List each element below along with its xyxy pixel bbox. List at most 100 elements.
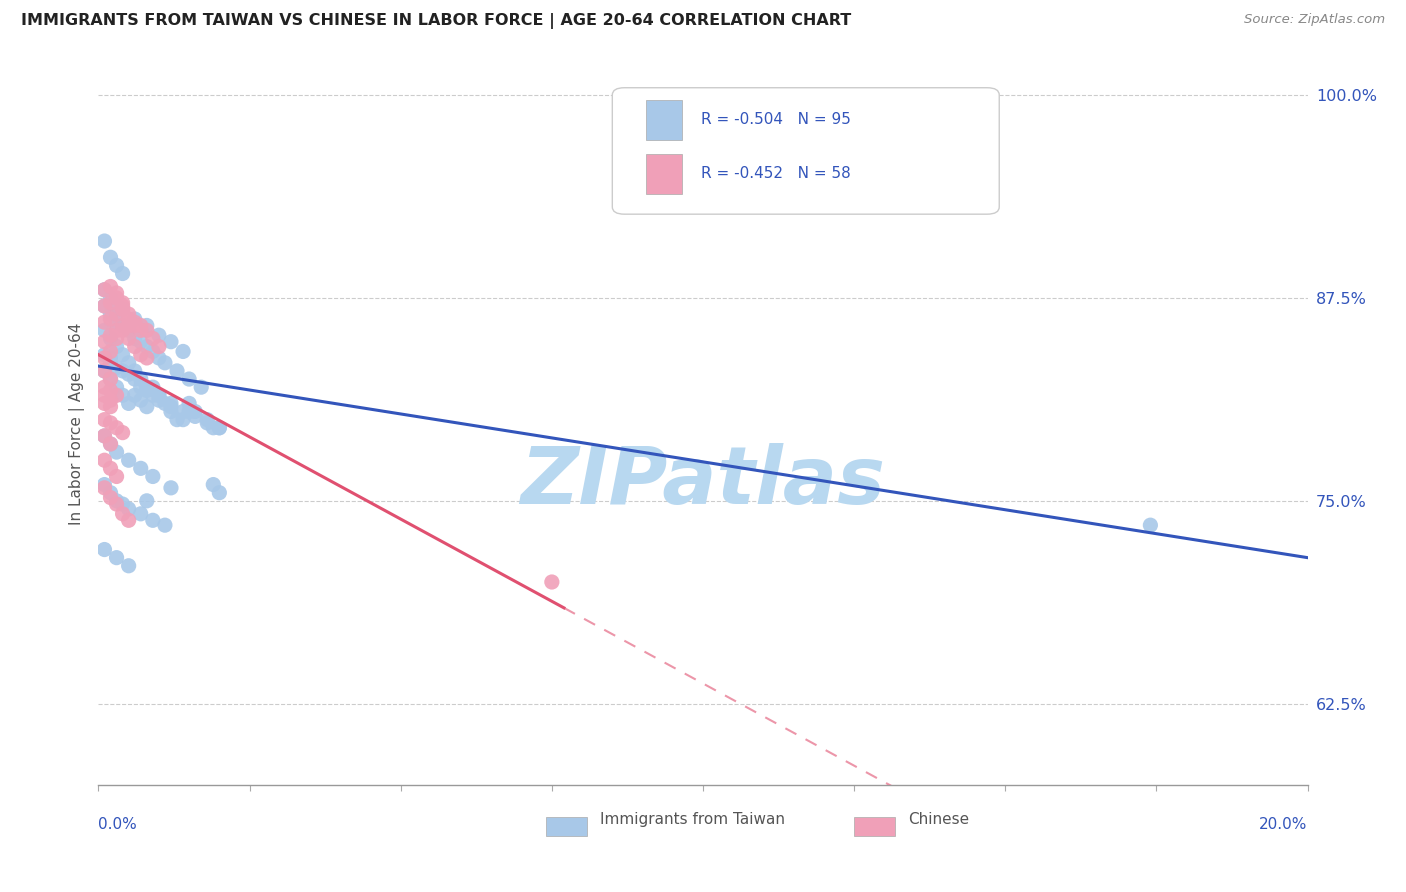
Point (124, 318, 146, 333)
Point (142, 469, 165, 483)
FancyBboxPatch shape (613, 87, 1000, 214)
FancyBboxPatch shape (855, 817, 896, 836)
Point (124, 315, 146, 329)
Point (148, 388, 170, 402)
Point (93, 477, 115, 491)
Point (129, 393, 152, 408)
Point (172, 404, 194, 418)
Point (100, 295, 122, 310)
Point (100, 312, 122, 326)
Point (135, 384, 157, 398)
Point (100, 291, 122, 305)
Point (100, 393, 122, 408)
Point (111, 364, 134, 378)
Point (172, 412, 194, 426)
Point (179, 404, 201, 418)
Point (105, 291, 128, 305)
Point (93, 542, 115, 557)
Point (202, 421, 225, 435)
Point (93, 429, 115, 443)
Point (93, 283, 115, 297)
Point (111, 318, 134, 333)
Point (111, 318, 134, 333)
Point (93, 348, 115, 362)
Point (118, 312, 141, 326)
FancyBboxPatch shape (647, 100, 682, 140)
Point (100, 400, 122, 414)
Point (160, 334, 183, 349)
Point (111, 267, 134, 281)
Point (1139, 518, 1161, 533)
Point (124, 388, 146, 402)
Point (93, 351, 115, 365)
Point (105, 315, 128, 329)
FancyBboxPatch shape (647, 153, 682, 194)
Point (93, 396, 115, 410)
Point (124, 312, 146, 326)
Point (118, 367, 141, 381)
Point (142, 331, 165, 345)
Point (179, 396, 201, 410)
Point (100, 384, 122, 398)
Point (129, 372, 152, 386)
Point (118, 502, 141, 516)
Point (179, 372, 201, 386)
Point (111, 323, 134, 337)
Point (93, 234, 115, 248)
Point (105, 421, 128, 435)
Point (118, 513, 141, 527)
Point (93, 364, 115, 378)
Point (100, 356, 122, 370)
Point (93, 323, 115, 337)
Point (93, 412, 115, 426)
Point (166, 412, 188, 426)
Point (124, 340, 146, 354)
Point (160, 481, 183, 495)
Point (135, 340, 157, 354)
Point (105, 285, 128, 300)
Point (148, 351, 170, 365)
Point (160, 396, 183, 410)
Point (111, 388, 134, 402)
Point (135, 323, 157, 337)
Point (93, 481, 115, 495)
Point (100, 279, 122, 293)
Point (118, 307, 141, 321)
Point (166, 364, 188, 378)
Point (111, 348, 134, 362)
Point (100, 461, 122, 475)
Point (195, 412, 218, 426)
Point (129, 507, 152, 521)
Point (118, 331, 141, 345)
Text: Immigrants from Taiwan: Immigrants from Taiwan (600, 812, 785, 827)
Point (105, 550, 128, 565)
Point (124, 364, 146, 378)
Point (160, 404, 183, 418)
Point (142, 344, 165, 359)
Point (93, 299, 115, 313)
Point (160, 400, 183, 414)
Point (105, 259, 128, 273)
Point (148, 340, 170, 354)
Point (208, 485, 231, 500)
Point (540, 574, 562, 589)
Text: ZIPatlas: ZIPatlas (520, 442, 886, 521)
Point (129, 334, 152, 349)
Point (93, 380, 115, 394)
Point (93, 283, 115, 297)
Point (100, 307, 122, 321)
Point (111, 507, 134, 521)
Text: R = -0.452   N = 58: R = -0.452 N = 58 (700, 166, 851, 181)
Point (148, 388, 170, 402)
Point (100, 491, 122, 505)
Point (93, 334, 115, 349)
Point (118, 356, 141, 370)
Point (93, 388, 115, 402)
Point (111, 302, 134, 317)
Point (105, 307, 128, 321)
Point (100, 331, 122, 345)
Point (195, 416, 218, 430)
Point (100, 485, 122, 500)
Point (208, 421, 231, 435)
Point (105, 299, 128, 313)
